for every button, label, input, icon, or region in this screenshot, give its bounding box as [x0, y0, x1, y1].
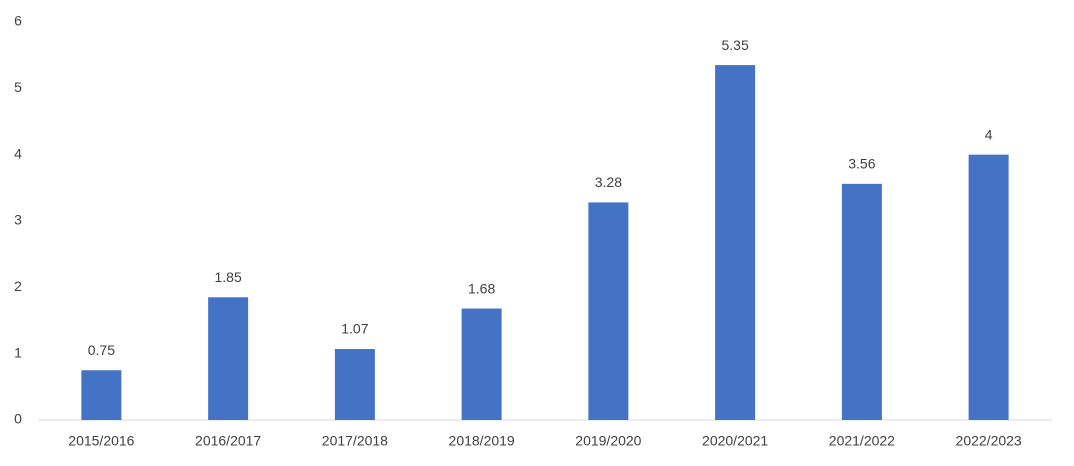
y-tick-label: 0: [14, 411, 22, 427]
bar: [81, 370, 122, 420]
bar: [461, 308, 502, 420]
data-label: 4: [985, 126, 993, 142]
x-tick-label: 2022/2023: [956, 433, 1022, 449]
bar: [588, 202, 629, 420]
data-label: 1.07: [341, 321, 368, 337]
x-tick-label: 2021/2022: [829, 433, 895, 449]
bar: [208, 297, 249, 420]
data-label: 3.56: [848, 156, 875, 172]
bar: [715, 65, 756, 420]
y-tick-label: 6: [14, 13, 22, 29]
y-tick-label: 3: [14, 212, 22, 228]
bar: [841, 183, 882, 420]
x-tick-label: 2018/2019: [449, 433, 515, 449]
y-tick-label: 5: [14, 79, 22, 95]
data-label: 3.28: [595, 174, 622, 190]
data-label: 0.75: [88, 342, 115, 358]
x-tick-label: 2016/2017: [195, 433, 261, 449]
y-tick-label: 1: [14, 344, 22, 360]
x-tick-label: 2020/2021: [702, 433, 768, 449]
data-label: 1.68: [468, 280, 495, 296]
x-tick-label: 2017/2018: [322, 433, 388, 449]
bar: [968, 154, 1009, 420]
data-label: 1.85: [215, 269, 242, 285]
data-label: 5.35: [722, 37, 749, 53]
y-tick-label: 2: [14, 278, 22, 294]
bar: [334, 349, 375, 420]
x-tick-label: 2015/2016: [68, 433, 134, 449]
y-tick-label: 4: [14, 145, 22, 161]
x-tick-label: 2019/2020: [575, 433, 641, 449]
